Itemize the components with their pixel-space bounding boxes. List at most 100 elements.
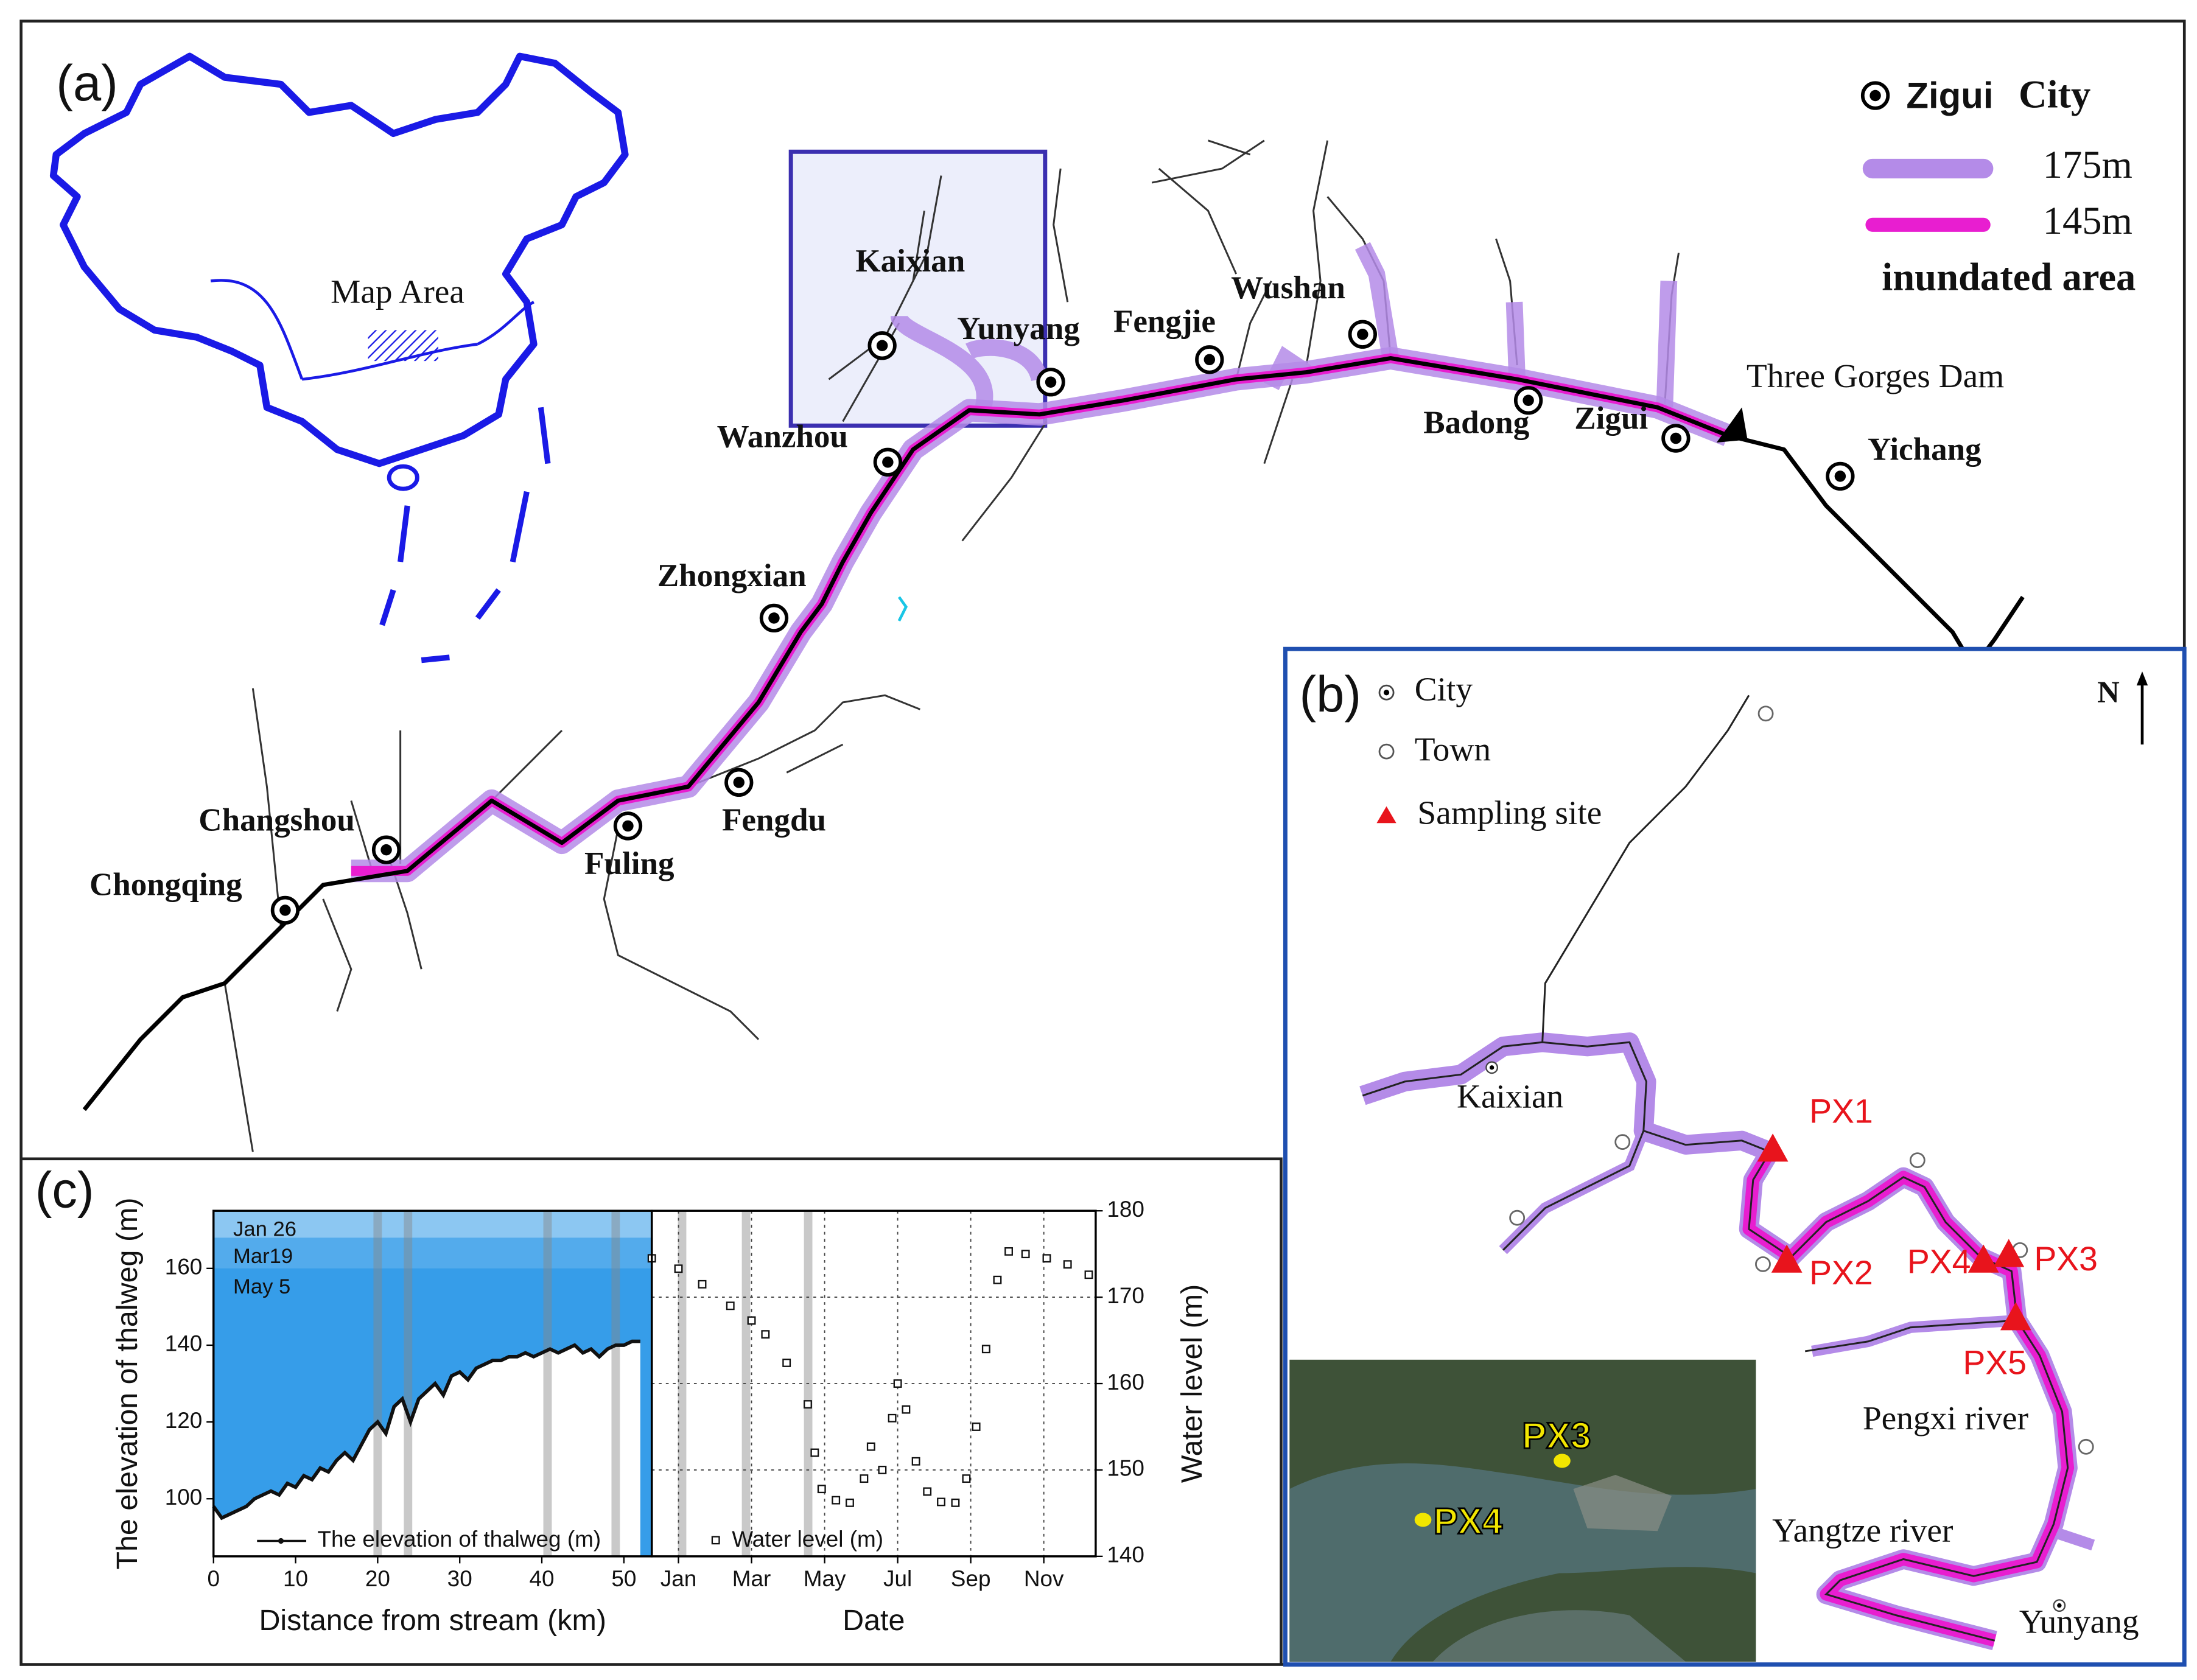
x-tick-label: Mar xyxy=(732,1566,771,1591)
city-label: Yunyang xyxy=(957,311,1080,346)
city-dot xyxy=(2057,1603,2062,1608)
legend-site-symbol xyxy=(1376,806,1396,824)
x-axis-title: Distance from stream (km) xyxy=(259,1604,606,1637)
x-tick-label: Jan xyxy=(661,1566,697,1591)
site-label: PX3 xyxy=(2034,1240,2098,1278)
water-level-point xyxy=(878,1466,887,1474)
legend-city-example: Zigui xyxy=(1906,75,1993,116)
y2-tick-label: 180 xyxy=(1107,1197,1144,1222)
north-arrowhead xyxy=(2136,671,2148,686)
x-tick-label: Nov xyxy=(1024,1566,1064,1591)
y-axis-title: The elevation of thalweg (m) xyxy=(111,1197,144,1569)
city-dot xyxy=(882,457,894,468)
x-tick-label: 10 xyxy=(283,1566,308,1591)
x-tick-label: 50 xyxy=(611,1566,636,1591)
place-label: Kaixian xyxy=(1457,1078,1563,1115)
water-level-point xyxy=(1063,1260,1072,1269)
place-label: Pengxi river xyxy=(1863,1399,2028,1437)
city-dot xyxy=(1045,376,1057,388)
water-level-point xyxy=(804,1400,812,1409)
y-tick-label: 120 xyxy=(165,1408,203,1433)
thalweg-mask xyxy=(213,1341,640,1556)
sites: PX1 PX2 PX3 PX4 PX5 xyxy=(1757,1093,2098,1382)
highlight-band xyxy=(543,1211,552,1556)
water-level-point xyxy=(902,1405,911,1414)
water-level-point xyxy=(1021,1250,1030,1259)
charts: Jan 26 Mar19 May 5 0 10 20 30 40 50 100 120 140 160 D… xyxy=(111,1197,1208,1637)
city-dot xyxy=(876,340,888,351)
water-level-point xyxy=(1084,1270,1093,1279)
plot-frame xyxy=(650,1209,1097,1558)
water-level-point xyxy=(817,1485,826,1494)
china-outline xyxy=(49,52,629,467)
photo-site xyxy=(1414,1513,1432,1527)
city-dot xyxy=(1834,471,1846,482)
water-level-point xyxy=(923,1487,932,1496)
cities: Chongqing Changshou Fuling Fengdu Zhongxian W… xyxy=(89,243,1982,925)
legend-city-dot xyxy=(1869,89,1881,102)
site-marker xyxy=(1757,1133,1789,1162)
water-level-label: Mar19 xyxy=(233,1245,293,1268)
north-label: N xyxy=(2097,675,2120,709)
city-label: Yichang xyxy=(1868,432,1982,467)
water-level-label: May 5 xyxy=(233,1275,290,1298)
islands-dashes xyxy=(379,407,551,663)
site-label: PX5 xyxy=(1963,1344,2027,1382)
water-level-label: Jan 26 xyxy=(233,1218,296,1241)
legend-area: inundated area xyxy=(1882,254,2136,298)
water-level-point xyxy=(888,1413,897,1423)
water-level-point xyxy=(698,1279,707,1289)
inundated-175-branches xyxy=(890,242,1678,410)
mask-right xyxy=(640,1211,652,1556)
yangtze-river xyxy=(82,356,2025,1111)
satellite-water xyxy=(1432,1610,1686,1662)
y2-tick-label: 150 xyxy=(1107,1456,1144,1481)
water-level-point xyxy=(951,1498,960,1507)
site-marker xyxy=(1967,1244,1999,1273)
city-label: Fengjie xyxy=(1113,304,1216,339)
river-b xyxy=(1362,695,2069,1642)
site-marker xyxy=(2000,1302,2031,1331)
city-dot xyxy=(1204,354,1216,366)
legend-square xyxy=(711,1536,720,1545)
photo-label: PX4 xyxy=(1434,1501,1503,1542)
panel-label: (c) xyxy=(35,1161,94,1218)
site-label: PX2 xyxy=(1809,1254,1873,1292)
place-label: Yunyang xyxy=(2019,1603,2139,1640)
map-area-hatch xyxy=(368,330,438,362)
water-level-point xyxy=(893,1379,902,1388)
city-dot xyxy=(279,905,291,916)
legend-dot xyxy=(278,1538,284,1544)
legend-label: Water level (m) xyxy=(732,1527,883,1552)
water-level-point xyxy=(674,1264,683,1273)
kaixian-box xyxy=(788,149,1048,428)
city-label: Changshou xyxy=(198,802,355,838)
island xyxy=(387,464,419,491)
legend-town: Town xyxy=(1415,731,1491,768)
city-dot xyxy=(1489,1065,1494,1070)
city-label: Zigui xyxy=(1574,401,1648,436)
legend-site: Sampling site xyxy=(1417,794,1602,831)
water-level-point xyxy=(993,1275,1002,1284)
water-level-point xyxy=(937,1497,945,1507)
towns xyxy=(1509,705,2094,1455)
water-level-point xyxy=(981,1345,990,1354)
y2-axis-title: Water level (m) xyxy=(1176,1284,1208,1483)
legend-175: 175m xyxy=(2043,142,2132,186)
water-level-point xyxy=(972,1423,981,1431)
city-dot xyxy=(733,777,745,788)
highlight-band xyxy=(404,1211,413,1556)
inset-river xyxy=(210,279,534,381)
water-level-point xyxy=(911,1457,920,1466)
city-label: Fengdu xyxy=(722,802,826,838)
water-level-point xyxy=(846,1498,854,1507)
photo-label: PX3 xyxy=(1522,1415,1591,1456)
place-label: Yangtze river xyxy=(1772,1512,1953,1549)
photo-site xyxy=(1554,1454,1571,1468)
stream xyxy=(897,596,908,622)
site-label: PX4 xyxy=(1907,1243,1971,1281)
x-tick-label: 20 xyxy=(365,1566,390,1591)
city-dot xyxy=(768,612,780,624)
highlight-band xyxy=(373,1211,382,1556)
